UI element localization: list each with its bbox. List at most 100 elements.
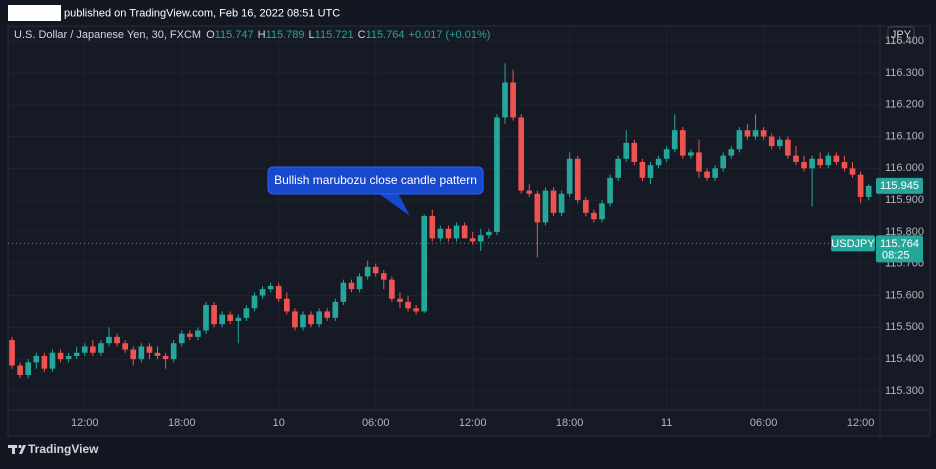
candle-body — [752, 130, 759, 137]
o-value: 115.747 — [215, 29, 254, 41]
candle-body — [583, 200, 589, 213]
candle-body — [453, 225, 460, 239]
candle-body — [187, 333, 193, 337]
candle-body — [283, 298, 290, 312]
redacted-author — [8, 5, 61, 21]
candle-body — [57, 352, 64, 360]
candle-body — [211, 305, 217, 325]
candle-body — [227, 314, 234, 321]
candle-body — [114, 336, 120, 344]
candle-body — [623, 142, 630, 159]
candle-body — [41, 355, 48, 369]
candle-body — [841, 161, 848, 169]
l-label: L — [309, 29, 315, 41]
y-tick-label: 115.900 — [885, 194, 924, 206]
candle-body — [631, 142, 638, 162]
candle-body — [760, 130, 767, 137]
callout-box[interactable] — [267, 166, 484, 195]
candle-body — [663, 149, 670, 159]
candle-body — [300, 314, 306, 328]
y-tick-label: 116.300 — [885, 67, 924, 79]
candle-body — [712, 168, 718, 178]
candle-body — [655, 158, 662, 166]
candle-body — [316, 311, 322, 325]
candle-body — [591, 212, 597, 220]
x-tick-label: 12:00 — [71, 417, 99, 429]
candle-body — [510, 82, 516, 118]
candle-body — [688, 152, 694, 156]
candle-body — [25, 362, 32, 376]
candle-body — [413, 308, 419, 312]
candle-body — [122, 343, 129, 350]
callout-pointer — [378, 193, 410, 216]
currency-label[interactable]: JPY — [891, 29, 912, 41]
candle-body — [704, 171, 710, 178]
candle-body — [219, 314, 225, 325]
candle-body — [421, 216, 428, 312]
symbol-title: U.S. Dollar / Japanese Yen, 30, FXCM — [14, 29, 201, 41]
candle-body — [801, 161, 807, 169]
y-tick-label: 115.400 — [885, 353, 924, 365]
c-label: C — [358, 29, 366, 41]
candle-body — [671, 130, 678, 150]
logo-part — [19, 445, 26, 454]
y-tick-label: 115.800 — [885, 226, 924, 238]
ohlc-legend: U.S. Dollar / Japanese Yen, 30, FXCM O115… — [14, 29, 490, 41]
candle-body — [615, 158, 621, 178]
candle-body — [469, 238, 476, 242]
candle-body — [251, 295, 258, 309]
candle-body — [267, 285, 274, 290]
candle-body — [865, 185, 872, 197]
candle-body — [332, 301, 339, 318]
last-price-box — [876, 177, 923, 194]
candle-body — [736, 130, 743, 150]
y-tick-label: 116.100 — [885, 130, 924, 142]
candle-body — [138, 346, 145, 360]
symbol-box — [831, 235, 875, 252]
last-price-label: 115.945 — [880, 180, 919, 192]
candle-body — [785, 139, 791, 156]
candle-body — [324, 311, 331, 318]
candle-body — [477, 235, 484, 242]
candle-body — [259, 289, 266, 296]
candle-body — [599, 203, 605, 220]
candle-body — [768, 136, 775, 147]
candle-body — [203, 305, 209, 331]
o-label: O — [206, 29, 215, 41]
candle-body — [437, 228, 444, 239]
c-value: 115.764 — [366, 29, 405, 41]
candle-body — [73, 352, 80, 356]
chart-frame — [7, 25, 931, 437]
h-value: 115.789 — [266, 29, 305, 41]
y-tick-label: 115.500 — [885, 321, 924, 333]
logo-part — [18, 444, 22, 449]
callout-text[interactable]: Bullish marubozu close candle pattern — [274, 173, 477, 187]
candle-body — [146, 346, 153, 353]
x-tick-label: 11 — [661, 417, 672, 429]
candle-body — [566, 158, 573, 194]
candle-body — [292, 311, 298, 328]
price-line-box — [876, 235, 923, 263]
candle-body — [429, 216, 436, 239]
candle-body — [857, 174, 864, 197]
candle-body — [542, 190, 549, 223]
candle-body — [356, 276, 363, 290]
symbol-label: USDJPY — [831, 238, 875, 250]
candle-body — [106, 336, 112, 344]
candle-body — [647, 165, 654, 178]
logo-part — [12, 445, 15, 454]
candle-body — [49, 352, 56, 369]
candle-body — [9, 340, 15, 366]
y-tick-label: 116.400 — [885, 35, 924, 47]
candle-body — [389, 279, 395, 299]
candle-body — [776, 139, 783, 147]
candle-body — [445, 228, 452, 239]
candle-body — [372, 266, 379, 274]
candle-body — [817, 158, 824, 166]
candle-body — [461, 225, 468, 239]
candle-body — [130, 349, 137, 360]
currency-badge[interactable] — [887, 26, 915, 43]
candle-body — [243, 308, 250, 318]
x-tick-label: 12:00 — [847, 417, 875, 429]
